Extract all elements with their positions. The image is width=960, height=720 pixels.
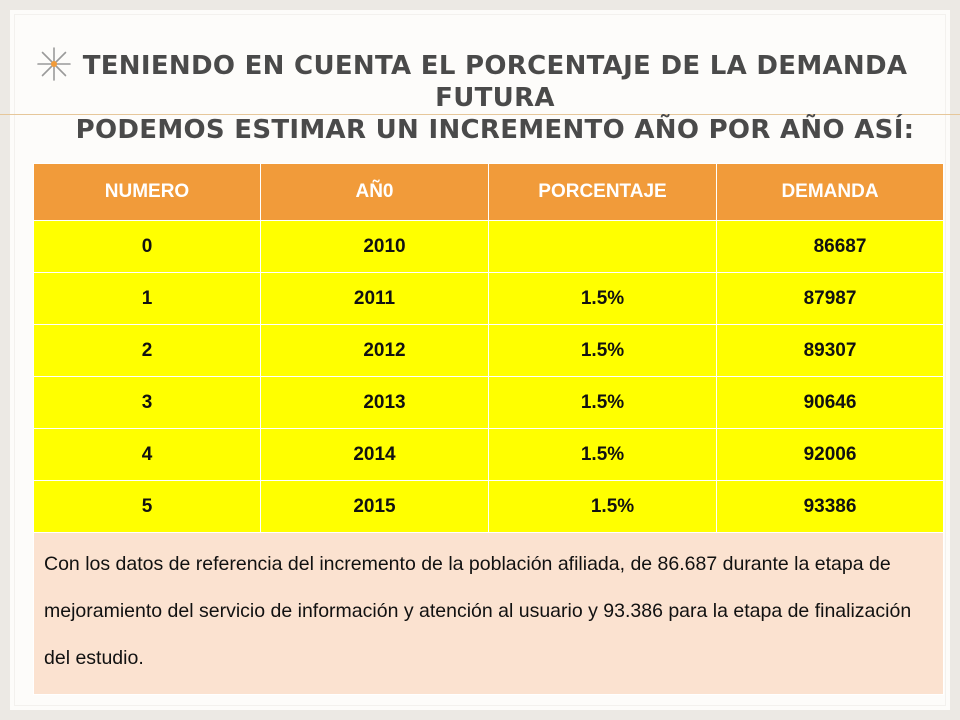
cell-numero: 1	[33, 272, 261, 325]
cell-ano: 2014	[260, 428, 489, 481]
cell-ano-value: 2010	[363, 235, 406, 257]
table-header-row: NUMERO AÑ0 PORCENTAJE DEMANDA	[33, 163, 944, 221]
cell-numero: 2	[33, 324, 261, 377]
cell-demanda: 90646	[716, 376, 944, 429]
cell-demanda-value: 86687	[813, 235, 867, 257]
column-header-demanda: DEMANDA	[716, 163, 944, 221]
asterisk-star-icon	[37, 47, 71, 81]
title-divider-line	[0, 114, 960, 115]
column-header-porcentaje: PORCENTAJE	[488, 163, 717, 221]
table-row: 0 2010 86687	[33, 220, 944, 273]
table-note-row: Con los datos de referencia del incremen…	[33, 532, 944, 695]
cell-porcentaje	[488, 220, 717, 273]
title-line-2: podemos estimar un incremento año por añ…	[75, 115, 915, 145]
cell-demanda: 86687	[716, 220, 944, 273]
cell-ano: 2010	[260, 220, 489, 273]
cell-porcentaje-value: 1.5%	[590, 495, 635, 517]
cell-ano: 2011	[260, 272, 489, 325]
table-row: 5 2015 1.5% 93386	[33, 480, 944, 533]
table-row: 4 2014 1.5% 92006	[33, 428, 944, 481]
cell-demanda: 93386	[716, 480, 944, 533]
cell-porcentaje: 1.5%	[488, 428, 717, 481]
column-header-numero: NUMERO	[33, 163, 261, 221]
page-title: Teniendo en cuenta el porcentaje de la d…	[40, 50, 950, 146]
cell-porcentaje: 1.5%	[488, 324, 717, 377]
title-line-1: Teniendo en cuenta el porcentaje de la d…	[82, 51, 908, 113]
cell-ano: 2013	[260, 376, 489, 429]
cell-porcentaje: 1.5%	[488, 272, 717, 325]
cell-demanda: 87987	[716, 272, 944, 325]
cell-numero: 3	[33, 376, 261, 429]
cell-ano: 2012	[260, 324, 489, 377]
cell-porcentaje: 1.5%	[488, 480, 717, 533]
column-header-ano: AÑ0	[260, 163, 489, 221]
table-row: 3 2013 1.5% 90646	[33, 376, 944, 429]
cell-numero: 5	[33, 480, 261, 533]
cell-numero: 0	[33, 220, 261, 273]
cell-demanda: 89307	[716, 324, 944, 377]
cell-ano-value: 2012	[363, 339, 406, 361]
table-row: 1 2011 1.5% 87987	[33, 272, 944, 325]
table-note: Con los datos de referencia del incremen…	[33, 532, 944, 695]
cell-ano-value: 2013	[363, 391, 406, 413]
cell-demanda: 92006	[716, 428, 944, 481]
cell-numero: 4	[33, 428, 261, 481]
demand-table: NUMERO AÑ0 PORCENTAJE DEMANDA 0 2010 866…	[33, 163, 944, 695]
cell-ano: 2015	[260, 480, 489, 533]
cell-porcentaje: 1.5%	[488, 376, 717, 429]
table-row: 2 2012 1.5% 89307	[33, 324, 944, 377]
